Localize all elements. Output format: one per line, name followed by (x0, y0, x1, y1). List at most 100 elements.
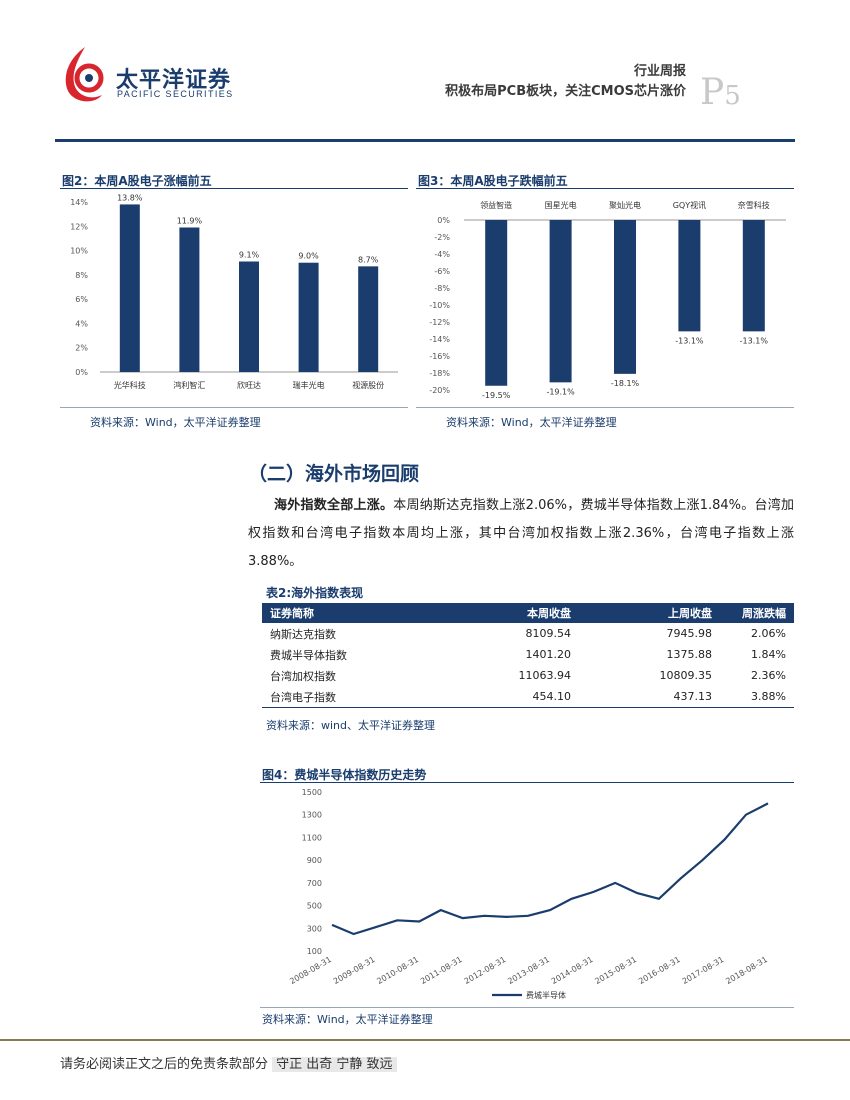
data-label: -19.5% (482, 391, 511, 400)
x-tick-label: 2016-08-31 (637, 955, 682, 986)
y-tick-label: -16% (429, 352, 450, 361)
y-tick-label: 700 (307, 879, 322, 888)
y-tick-label: 0% (75, 368, 88, 377)
y-tick-label: -2% (434, 233, 450, 242)
bar (485, 220, 508, 386)
bar (239, 261, 259, 372)
cell-change: 2.36% (751, 669, 786, 682)
y-tick-label: 300 (307, 924, 322, 933)
bar (298, 262, 319, 372)
fig4-title: 图4：费城半导体指数历史走势 (262, 768, 427, 782)
cell-last-week: 437.13 (579, 686, 720, 708)
cell-name: 纳斯达克指数 (270, 627, 336, 641)
x-tick-label: 2012-08-31 (463, 955, 508, 986)
report-type: 行业周报 (633, 64, 686, 79)
cell-name: 台湾加权指数 (270, 669, 336, 683)
cell-change: 2.06% (751, 627, 786, 640)
fig3-frame (416, 188, 794, 408)
data-label: 13.8% (117, 193, 143, 202)
x-tick-label: 2011-08-31 (419, 955, 464, 986)
y-tick-label: -18% (429, 369, 450, 378)
category-label: 聚灿光电 (609, 200, 641, 210)
page-number: P5 (700, 72, 741, 113)
cell-last-week: 7945.98 (666, 627, 713, 640)
bar (179, 227, 200, 372)
col-header-last-week: 上周收盘 (579, 603, 720, 623)
bar (119, 204, 140, 372)
overseas-index-table: 证券简称 本周收盘 上周收盘 周涨跌幅 纳斯达克指数 8109.54 7945.… (262, 603, 794, 708)
fig3-chart: 0% -2% -4% -6% -8% -10% -12% -14% -16% -18% -20% -1… (429, 200, 786, 400)
y-tick-label: 1500 (302, 788, 322, 797)
section-paragraph: 海外指数全部上涨。本周纳斯达克指数上涨2.06%，费城半导体指数上涨1.84%。… (248, 498, 794, 569)
data-label: 8.7% (358, 255, 379, 264)
y-tick-label: 100 (307, 947, 322, 956)
fig2-frame (60, 188, 408, 408)
bar (358, 266, 379, 372)
y-tick-label: -10% (429, 301, 450, 310)
bar (549, 220, 572, 383)
brand-name-cn: 太平洋证券 (116, 68, 232, 93)
table-row: 纳斯达克指数 8109.54 7945.98 2.06% (262, 623, 794, 644)
x-tick-label: 2018-08-31 (724, 955, 769, 986)
series-line (331, 802, 769, 936)
legend-label: 费城半导体 (526, 990, 566, 1000)
fig2-title: 图2：本周A股电子涨幅前五 (62, 174, 212, 188)
y-tick-label: -12% (429, 318, 450, 327)
fig3-title: 图3：本周A股电子跌幅前五 (418, 174, 568, 188)
cell-this-week: 454.10 (448, 686, 579, 708)
y-tick-label: -6% (434, 267, 450, 276)
table-row: 费城半导体指数 1401.20 1375.88 1.84% (262, 644, 794, 665)
cell-this-week: 11063.94 (518, 669, 572, 682)
category-label: 视源股份 (352, 380, 384, 390)
x-tick-label: 2015-08-31 (593, 955, 638, 986)
cell-last-week: 10809.35 (659, 669, 713, 682)
fig4-frame (260, 782, 794, 1008)
bar (742, 220, 765, 332)
table2-title: 表2:海外指数表现 (266, 586, 364, 600)
cell-this-week: 8109.54 (525, 627, 572, 640)
x-tick-label: 2008-08-31 (288, 955, 333, 986)
cell-last-week: 1375.88 (666, 648, 713, 661)
cell-name: 费城半导体指数 (270, 648, 347, 662)
y-tick-label: 0% (437, 216, 450, 225)
section-heading: （二）海外市场回顾 (248, 463, 420, 485)
table-header-row: 证券简称 本周收盘 上周收盘 周涨跌幅 (262, 603, 794, 623)
data-label: -19.1% (546, 387, 575, 396)
data-label: 11.9% (177, 217, 203, 226)
x-tick-label: 2010-08-31 (375, 955, 420, 986)
x-tick-label: 2013-08-31 (506, 955, 551, 986)
cell-name: 台湾电子指数 (262, 686, 448, 708)
fig2-chart: 0% 2% 4% 6% 8% 10% 12% 14% 13.8% 光华科技 11.9% 鸿利智汇 9.1… (70, 193, 398, 390)
footer-rule (0, 1039, 850, 1041)
y-tick-label: -20% (429, 386, 450, 395)
x-tick-label: 2017-08-31 (681, 955, 726, 986)
table2-source: 资料来源：wind、太平洋证券整理 (266, 719, 436, 732)
brand-name-en: PACIFIC SECURITIES (117, 89, 234, 99)
y-tick-label: 8% (75, 271, 88, 280)
header-rule (55, 139, 795, 142)
category-label: GQY视讯 (673, 200, 706, 210)
company-logo (65, 47, 104, 102)
data-label: -13.1% (675, 336, 704, 345)
col-header-name: 证券简称 (262, 603, 448, 623)
category-label: 领益智造 (480, 200, 512, 210)
y-tick-label: 14% (70, 198, 88, 207)
fig3-source: 资料来源：Wind，太平洋证券整理 (446, 416, 617, 429)
y-tick-label: 10% (70, 247, 88, 256)
cell-this-week: 1401.20 (525, 648, 572, 661)
data-label: 9.0% (298, 252, 319, 261)
report-title: 积极布局PCB板块，关注CMOS芯片涨价 (445, 84, 686, 99)
footer-motto: 守正 出奇 宁静 致远 (272, 1057, 397, 1072)
category-label: 鸿利智汇 (173, 380, 205, 390)
bar (678, 220, 701, 332)
table-row: 台湾加权指数 11063.94 10809.35 2.36% (262, 665, 794, 686)
y-tick-label: -8% (434, 284, 450, 293)
col-header-this-week: 本周收盘 (448, 603, 579, 623)
y-tick-label: 12% (70, 222, 88, 231)
category-label: 欣旺达 (237, 380, 261, 390)
data-label: 9.1% (239, 251, 260, 260)
x-tick-label: 2009-08-31 (332, 955, 377, 986)
fig4-chart: 100 300 500 700 900 1100 1300 1500 2008-08-31200… (288, 788, 769, 1000)
fig2-source: 资料来源：Wind，太平洋证券整理 (90, 416, 261, 429)
y-tick-label: 4% (75, 319, 88, 328)
